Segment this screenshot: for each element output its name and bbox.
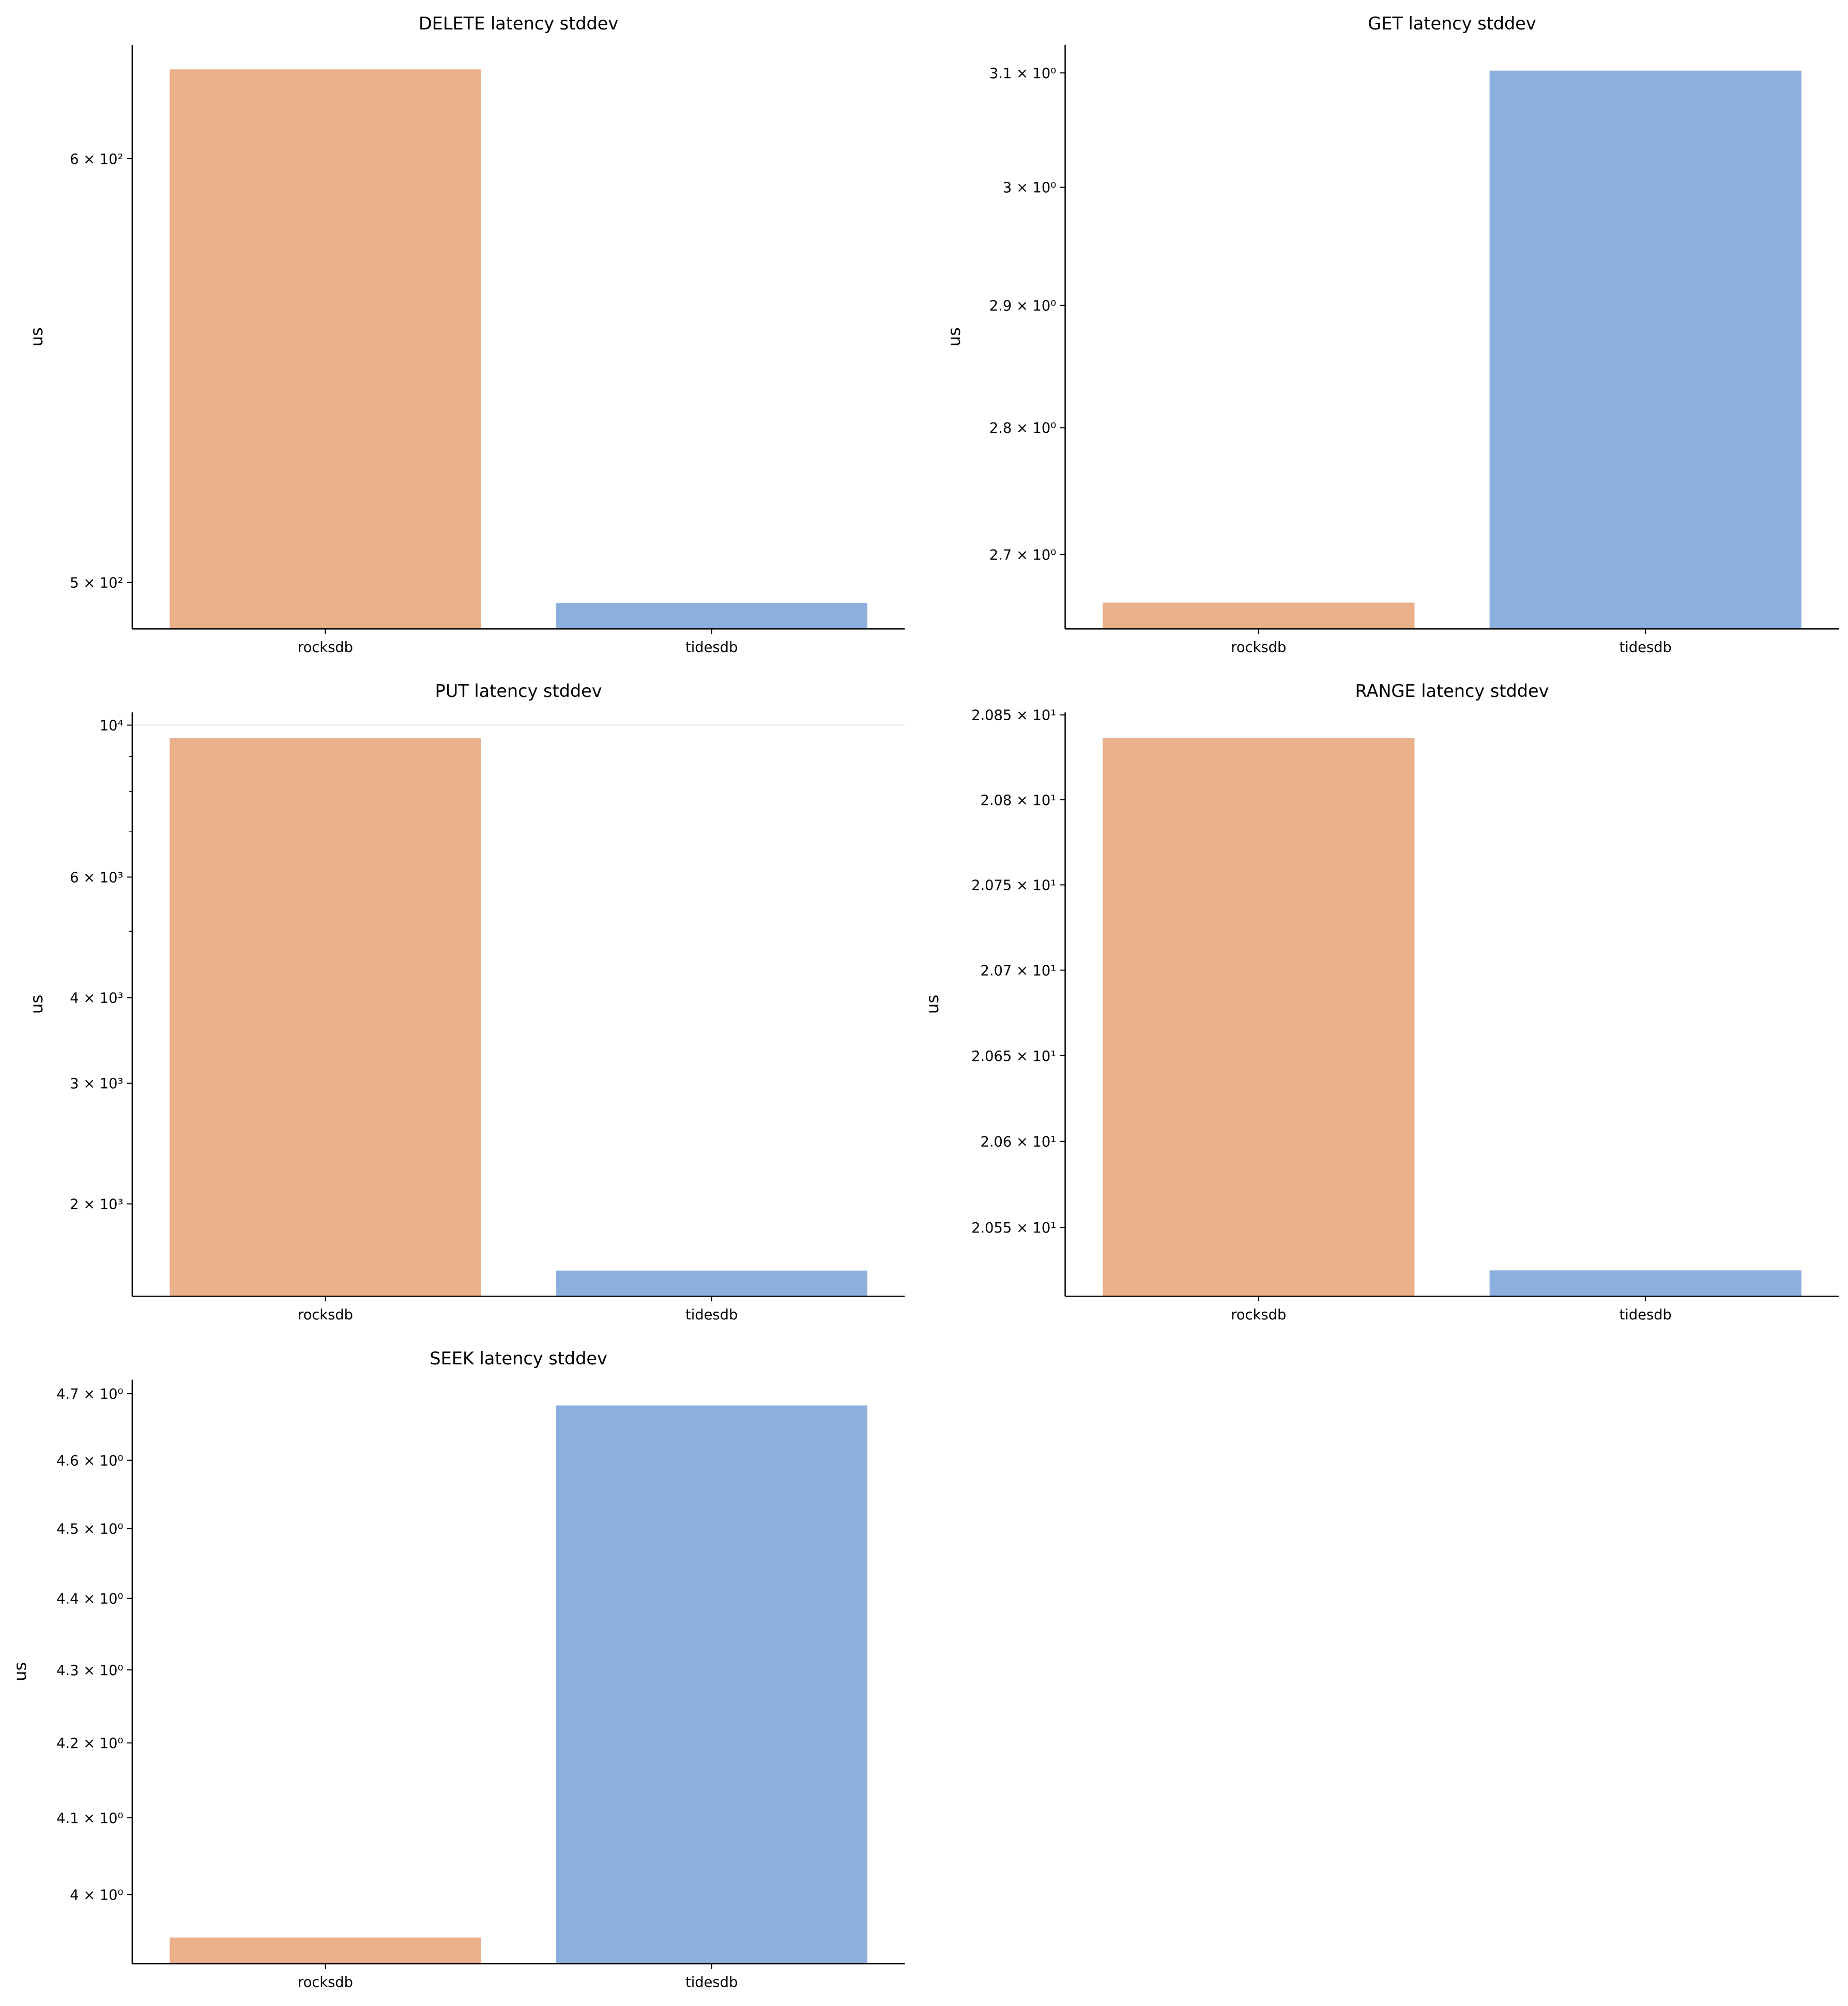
bar-rocksdb: [170, 69, 481, 629]
y-axis-label: us: [27, 995, 47, 1014]
y-tick-label: 4.5 × 10⁰: [56, 1522, 123, 1538]
bar-tidesdb: [556, 1405, 867, 1964]
y-tick-label: 4.2 × 10⁰: [56, 1736, 123, 1752]
y-tick-label: 6 × 10³: [70, 870, 123, 886]
y-tick-label: 4 × 10⁰: [70, 1887, 123, 1903]
y-axis-label: us: [10, 1662, 30, 1681]
y-tick-label: 2.075 × 10¹: [971, 877, 1056, 893]
chart-title: SEEK latency stddev: [430, 1348, 607, 1369]
x-tick-label: rocksdb: [1231, 1307, 1286, 1323]
chart-title: DELETE latency stddev: [419, 13, 618, 34]
y-tick-label: 4 × 10³: [70, 991, 123, 1007]
y-tick-label: 4.3 × 10⁰: [56, 1663, 123, 1679]
chart-title: PUT latency stddev: [435, 681, 602, 701]
x-tick-label: rocksdb: [298, 640, 353, 656]
subplot-get: rocksdb tidesdb 2.7 × 10⁰ 2.8 × 10⁰ 2.9 × 10…: [944, 13, 1839, 656]
y-tick-label: 4.1 × 10⁰: [56, 1811, 123, 1827]
y-tick-label: 4.6 × 10⁰: [56, 1453, 123, 1469]
y-tick-label: 3 × 10³: [70, 1076, 123, 1092]
x-tick-label: tidesdb: [685, 1974, 738, 1990]
y-tick-label: 6 × 10²: [70, 151, 123, 168]
bar-rocksdb: [1103, 602, 1415, 629]
x-tick-label: tidesdb: [1620, 1307, 1672, 1323]
x-tick-label: rocksdb: [1231, 640, 1286, 656]
y-tick-label: 3.1 × 10⁰: [989, 66, 1056, 82]
y-tick-label: 2.06 × 10¹: [981, 1134, 1057, 1150]
y-axis-label: us: [944, 327, 964, 346]
x-tick-label: rocksdb: [298, 1974, 353, 1990]
y-tick-label: 2.08 × 10¹: [981, 793, 1057, 809]
bar-rocksdb: [170, 1937, 481, 1964]
x-tick-label: tidesdb: [1620, 640, 1672, 656]
y-tick-label: 2.085 × 10¹: [971, 708, 1056, 724]
x-tick-label: tidesdb: [685, 640, 738, 656]
y-tick-label: 2.07 × 10¹: [981, 963, 1057, 979]
subplot-put: rocksdb tidesdb 2 × 10³ 3 × 10³ 4 × 10³ 6 × 1…: [27, 681, 905, 1323]
y-tick-label: 5 × 10²: [70, 575, 123, 591]
y-tick-label: 2.9 × 10⁰: [989, 298, 1056, 314]
subplot-range: rocksdb tidesdb 2.055 × 10¹ 2.06 × 10¹ 2.065…: [923, 681, 1839, 1323]
y-tick-label: 2 × 10³: [70, 1196, 123, 1212]
y-tick-label: 2.055 × 10¹: [971, 1220, 1056, 1236]
bar-rocksdb: [1103, 737, 1415, 1297]
bar-rocksdb: [170, 738, 481, 1297]
chart-title: RANGE latency stddev: [1355, 681, 1549, 701]
bar-tidesdb: [556, 603, 867, 629]
subplot-seek: rocksdb tidesdb 4 × 10⁰ 4.1 × 10⁰ 4.2 × 10⁰ 4…: [10, 1348, 905, 1990]
y-axis-label: us: [923, 995, 942, 1014]
x-tick-label: rocksdb: [298, 1307, 353, 1323]
bar-tidesdb: [556, 1270, 867, 1297]
bar-tidesdb: [1489, 1270, 1801, 1297]
chart-title: GET latency stddev: [1368, 13, 1536, 34]
y-tick-label: 3 × 10⁰: [1003, 180, 1056, 196]
subplot-delete: rocksdb tidesdb 5 × 10² 6 × 10² DELETE laten…: [27, 13, 905, 656]
bar-tidesdb: [1489, 70, 1801, 629]
x-tick-label: tidesdb: [685, 1307, 738, 1323]
y-tick-label: 10⁴: [100, 718, 124, 734]
y-axis-label: us: [27, 327, 47, 346]
y-tick-label: 4.4 × 10⁰: [56, 1591, 123, 1607]
y-tick-label: 2.8 × 10⁰: [989, 420, 1056, 436]
y-tick-label: 2.7 × 10⁰: [989, 547, 1056, 563]
y-tick-label: 4.7 × 10⁰: [56, 1386, 123, 1402]
y-tick-label: 2.065 × 10¹: [971, 1048, 1056, 1065]
